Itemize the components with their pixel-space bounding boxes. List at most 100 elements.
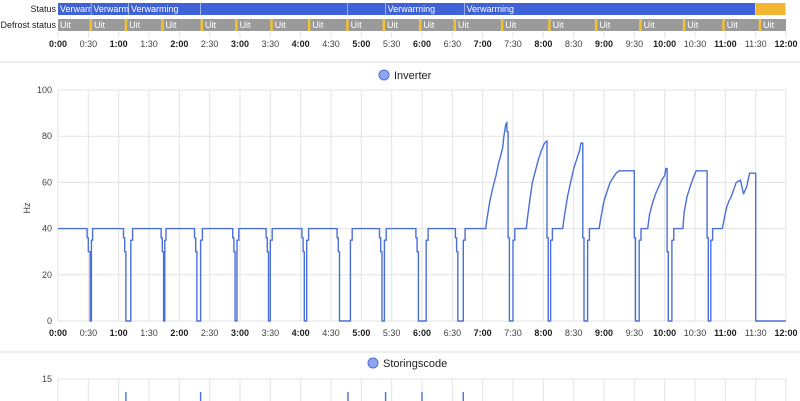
timeline-x-tick-label: 11:00 xyxy=(714,39,737,49)
timeline-x-tick-label: 7:00 xyxy=(474,39,492,49)
inverter-y-tick-label: 0 xyxy=(47,316,52,326)
defrost-segment-label: Uit xyxy=(553,20,564,30)
defrost-segment-label: Uit xyxy=(312,20,323,30)
inverter-y-tick-label: 60 xyxy=(42,177,52,187)
inverter-legend-marker xyxy=(378,69,390,81)
inverter-x-tick-label: 1:30 xyxy=(140,328,158,338)
timeline-x-tick-label: 5:30 xyxy=(383,39,401,49)
storingscode-y-ticks: 15 xyxy=(42,374,52,384)
defrost-segment-label: Uit xyxy=(423,20,434,30)
inverter-y-tick-label: 40 xyxy=(42,224,52,234)
status-segment[interactable] xyxy=(347,3,386,15)
timeline-x-tick-label: 0:00 xyxy=(49,39,67,49)
inverter-x-tick-label: 6:30 xyxy=(444,328,462,338)
defrost-segment-label: Uit xyxy=(599,20,610,30)
inverter-x-tick-label: 5:30 xyxy=(383,328,401,338)
status-row-label: Status xyxy=(30,4,56,14)
defrost-segment[interactable] xyxy=(641,19,683,31)
defrost-segment[interactable] xyxy=(310,19,347,31)
status-segment[interactable] xyxy=(200,3,348,15)
timeline-x-tick-label: 4:00 xyxy=(292,39,310,49)
timeline-x-tick-label: 5:00 xyxy=(352,39,370,49)
defrost-segment[interactable] xyxy=(503,19,549,31)
status-segment[interactable] xyxy=(755,3,786,15)
inverter-x-tick-label: 9:00 xyxy=(595,328,613,338)
inverter-y-tick-label: 100 xyxy=(37,85,52,95)
defrost-segment[interactable] xyxy=(761,19,786,31)
status-segment-label: Verwarming xyxy=(60,4,108,14)
inverter-legend-label: Inverter xyxy=(394,70,432,82)
defrost-segment[interactable] xyxy=(455,19,501,31)
timeline-x-tick-label: 4:30 xyxy=(322,39,340,49)
status-segment[interactable] xyxy=(128,3,201,15)
timeline-x-tick-label: 11:30 xyxy=(745,39,767,49)
status-segment[interactable] xyxy=(91,3,129,15)
inverter-x-tick-label: 12:00 xyxy=(774,328,797,338)
defrost-segment[interactable] xyxy=(127,19,162,31)
defrost-segment[interactable] xyxy=(421,19,454,31)
defrost-segment[interactable] xyxy=(384,19,419,31)
inverter-x-tick-label: 11:30 xyxy=(745,328,767,338)
timeline-x-tick-label: 8:30 xyxy=(565,39,583,49)
inverter-gridlines xyxy=(57,89,787,322)
storingscode-legend-marker xyxy=(367,357,379,369)
timeline-x-tick-label: 6:30 xyxy=(444,39,462,49)
defrost-segment-label: Uit xyxy=(129,20,140,30)
timeline-x-tick-label: 9:30 xyxy=(626,39,644,49)
inverter-x-tick-label: 4:30 xyxy=(322,328,340,338)
defrost-segment-label: Uit xyxy=(166,20,177,30)
defrost-segment[interactable] xyxy=(685,19,723,31)
storingscode-gridlines xyxy=(57,378,787,401)
inverter-x-tick-label: 9:30 xyxy=(626,328,644,338)
defrost-row-label: Defrost status xyxy=(0,20,56,30)
inverter-x-tick-label: 7:30 xyxy=(504,328,522,338)
status-segment[interactable] xyxy=(385,3,464,15)
defrost-segment[interactable] xyxy=(272,19,308,31)
inverter-x-tick-label: 10:00 xyxy=(653,328,676,338)
defrost-segment[interactable] xyxy=(163,19,201,31)
inverter-x-tick-label: 3:30 xyxy=(262,328,280,338)
inverter-x-tick-label: 1:00 xyxy=(110,328,128,338)
defrost-segment-label: Uit xyxy=(644,20,655,30)
defrost-segment[interactable] xyxy=(202,19,236,31)
timeline-x-tick-label: 10:00 xyxy=(653,39,676,49)
inverter-chart: Inverter Hz 0 20 40 60 80 100 0:00 0:30 1:00 1:3… xyxy=(22,69,798,338)
inverter-x-tick-label: 7:00 xyxy=(474,328,492,338)
defrost-segment[interactable] xyxy=(597,19,640,31)
defrost-segment[interactable] xyxy=(237,19,271,31)
status-segment-label: Verwarming xyxy=(466,4,514,14)
storingscode-legend[interactable]: Storingscode xyxy=(367,357,447,370)
timeline-gridlines xyxy=(57,32,787,38)
timeline-x-tick-label: 9:00 xyxy=(595,39,613,49)
defrost-segment[interactable] xyxy=(348,19,383,31)
defrost-segment-label: Uit xyxy=(505,20,516,30)
status-segment[interactable] xyxy=(464,3,756,15)
timeline-x-tick-label: 7:30 xyxy=(504,39,522,49)
defrost-segment-label: Uit xyxy=(205,20,216,30)
inverter-y-ticks: 0 20 40 60 80 100 xyxy=(37,85,52,326)
status-segment-label: Verwarming xyxy=(131,4,179,14)
defrost-segment[interactable] xyxy=(724,19,759,31)
defrost-segment[interactable] xyxy=(91,19,125,31)
status-segment-label: Verwarming xyxy=(93,4,141,14)
storingscode-chart: Storingscode 15 xyxy=(42,357,787,401)
defrost-segment[interactable] xyxy=(58,19,90,31)
defrost-segment-label: Uit xyxy=(275,20,286,30)
inverter-legend[interactable]: Inverter xyxy=(378,69,432,82)
defrost-segment[interactable] xyxy=(550,19,595,31)
timeline-x-tick-label: 3:30 xyxy=(262,39,280,49)
inverter-x-tick-label: 8:30 xyxy=(565,328,583,338)
defrost-segment-label: Uit xyxy=(763,20,774,30)
timeline-x-tick-label: 2:00 xyxy=(170,39,188,49)
defrost-segment-label: Uit xyxy=(687,20,698,30)
inverter-x-ticks: 0:00 0:30 1:00 1:30 2:00 2:30 3:00 3:30 4:00 4:30… xyxy=(49,328,798,338)
inverter-y-axis-label: Hz xyxy=(22,202,32,213)
inverter-x-tick-label: 0:00 xyxy=(49,328,67,338)
timeline-x-tick-label: 1:30 xyxy=(140,39,158,49)
status-segment-label: Verwarming xyxy=(388,4,436,14)
timeline-x-tick-label: 10:30 xyxy=(684,39,707,49)
status-segment[interactable] xyxy=(58,3,91,15)
inverter-y-tick-label: 20 xyxy=(42,270,52,280)
